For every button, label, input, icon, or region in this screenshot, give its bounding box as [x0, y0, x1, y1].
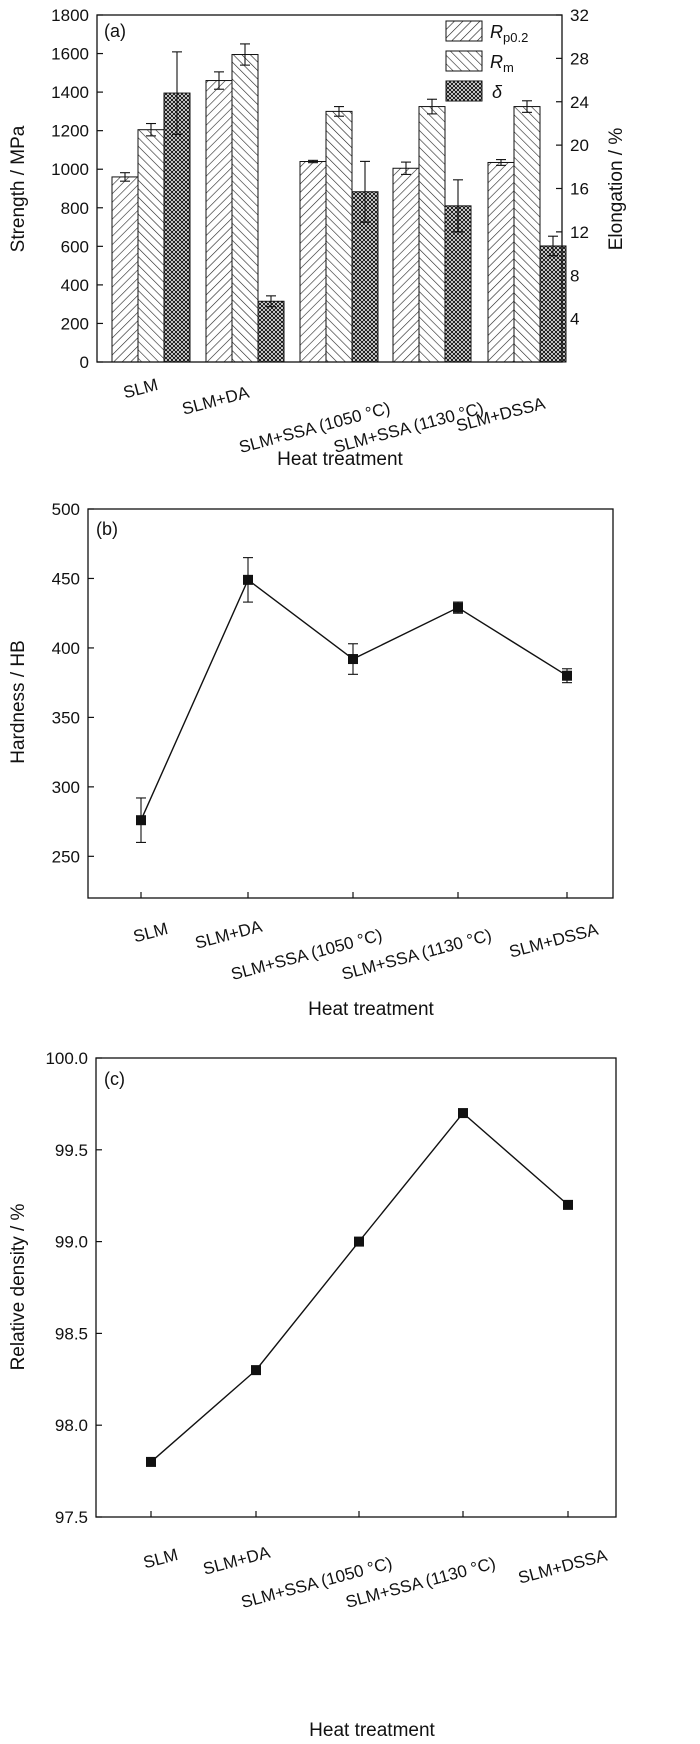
panel-a-x-tick-label: SLM+DA: [180, 382, 252, 418]
bar-rm: [137, 129, 165, 363]
panel-a-y2-ticks: 4 8 12 16 20 24 28 32: [556, 6, 589, 329]
panel-a-y-tick-label: 1200: [51, 122, 89, 141]
panel-b-y-tick-label: 350: [52, 708, 80, 727]
bar-elongation: [257, 300, 285, 363]
bar-rp02: [299, 161, 327, 363]
bar-rm: [513, 106, 541, 363]
panel-a-y2-tick-label: 12: [570, 223, 589, 242]
panel-a-x-tick-label: SLM+DSSA: [454, 394, 548, 436]
legend-label-elongation: δ: [492, 82, 503, 102]
panel-a-error-bars: [120, 43, 558, 308]
panel-c-data-point: [251, 1365, 261, 1376]
panel-a-y-tick-label: 1000: [51, 160, 89, 179]
bar-elongation: [163, 92, 191, 363]
panel-a-y2-tick-label: 4: [570, 310, 579, 329]
panel-b-data-point: [136, 815, 146, 826]
panel-a-x-axis-title: Heat treatment: [277, 449, 403, 470]
panel-c-x-tick-label: SLM+DSSA: [516, 1546, 610, 1588]
panel-a-y-tick-label: 1800: [51, 6, 89, 25]
panel-a-y-tick-label: 0: [80, 353, 89, 372]
bar-rm: [418, 106, 446, 363]
panel-a-y-tick-label: 800: [61, 199, 89, 218]
panel-c-y-tick-label: 97.5: [55, 1508, 88, 1527]
panel-c-data-point: [146, 1456, 156, 1467]
panel-c-y-tick-label: 99.0: [55, 1233, 88, 1252]
panel-a-y-tick-label: 200: [61, 314, 89, 333]
panel-a-y-tick-label: 400: [61, 276, 89, 295]
panel-b-data-point: [562, 670, 572, 681]
legend-swatch-rm: [445, 50, 483, 72]
panel-b-x-tick-label: SLM: [131, 919, 170, 946]
panel-c-data-point: [354, 1236, 364, 1247]
panel-a-plot-frame: [96, 14, 563, 363]
panel-b-plot-frame: [87, 508, 614, 899]
panel-a-y-axis-title: Strength / MPa: [8, 125, 29, 252]
panel-a-y-tick-label: 1400: [51, 83, 89, 102]
panel-c-data-point: [563, 1199, 573, 1210]
panel-c-x-axis-title: Heat treatment: [309, 1720, 435, 1741]
legend-swatch-rp02: [445, 20, 483, 42]
panel-c-data-point: [458, 1108, 468, 1119]
panel-b-data-point: [243, 574, 253, 585]
panel-a-label: (a): [104, 21, 126, 41]
panel-b-data-point: [453, 602, 463, 613]
panel-b-y-tick-label: 300: [52, 778, 80, 797]
panel-b-y-ticks: 250 300 350 400 450 500: [52, 500, 94, 866]
panel-a-y2-tick-label: 32: [570, 6, 589, 25]
panel-a-y2-tick-label: 20: [570, 136, 589, 155]
panel-b-series-line: [140, 578, 568, 821]
panel-c-x-tick-label: SLM: [141, 1545, 180, 1572]
panel-b-y-tick-label: 500: [52, 500, 80, 519]
panel-b-x-tick-label: SLM+DSSA: [507, 920, 601, 962]
panel-b-x-axis-title: Heat treatment: [308, 999, 434, 1020]
panel-a-strength-chart: 0 200 400 600 800 1000 1200 1400 1600 1800 4 8 12 16…: [8, 6, 627, 470]
panel-a-y-ticks: 0 200 400 600 800 1000 1200 1400 1600 1800: [51, 6, 103, 372]
panel-a-y-tick-label: 600: [61, 237, 89, 256]
panel-b-data-point: [348, 654, 358, 665]
panel-a-legend: Rp0.2 Rm δ: [445, 20, 528, 102]
bar-rm: [325, 110, 353, 363]
panel-b-y-tick-label: 400: [52, 639, 80, 658]
panel-c-y-ticks: 97.5 98.0 98.5 99.0 99.5 100.0: [45, 1049, 102, 1527]
panel-c-series-line: [150, 1112, 569, 1463]
panel-c-y-tick-label: 99.5: [55, 1141, 88, 1160]
panel-a-y2-tick-label: 16: [570, 180, 589, 199]
bar-rp02: [205, 80, 233, 363]
panel-b-line: [136, 557, 572, 843]
panel-b-y-axis-title: Hardness / HB: [8, 640, 29, 764]
panel-c-plot-frame: [95, 1057, 617, 1518]
bar-rp02: [111, 176, 139, 363]
legend-swatch-elongation: [445, 80, 483, 102]
panel-a-y2-axis-title: Elongation / %: [606, 128, 627, 251]
panel-c-y-tick-label: 100.0: [45, 1049, 88, 1068]
panel-b-y-tick-label: 450: [52, 569, 80, 588]
bar-rp02: [487, 161, 515, 363]
panel-c-y-tick-label: 98.5: [55, 1324, 88, 1343]
panel-b-y-tick-label: 250: [52, 847, 80, 866]
panel-c-y-axis-title: Relative density / %: [8, 1203, 29, 1370]
panel-c-line: [146, 1108, 573, 1467]
panel-c-y-tick-label: 98.0: [55, 1416, 88, 1435]
bar-rp02: [392, 167, 420, 363]
panel-c-label: (c): [104, 1069, 125, 1089]
panel-a-y2-tick-label: 28: [570, 49, 589, 68]
legend-label-rp02: Rp0.2: [490, 22, 528, 45]
panel-b-x-tick-label: SLM+DA: [193, 916, 265, 952]
panel-a-y2-tick-label: 8: [570, 266, 579, 285]
panel-c-x-tick-label: SLM+DA: [201, 1542, 273, 1578]
legend-label-rm: Rm: [490, 52, 514, 75]
panel-a-y2-tick-label: 24: [570, 93, 589, 112]
bar-rm: [231, 54, 259, 363]
panel-b-label: (b): [96, 519, 118, 539]
panel-a-y-tick-label: 1600: [51, 45, 89, 64]
panel-a-x-tick-label: SLM: [121, 375, 160, 402]
